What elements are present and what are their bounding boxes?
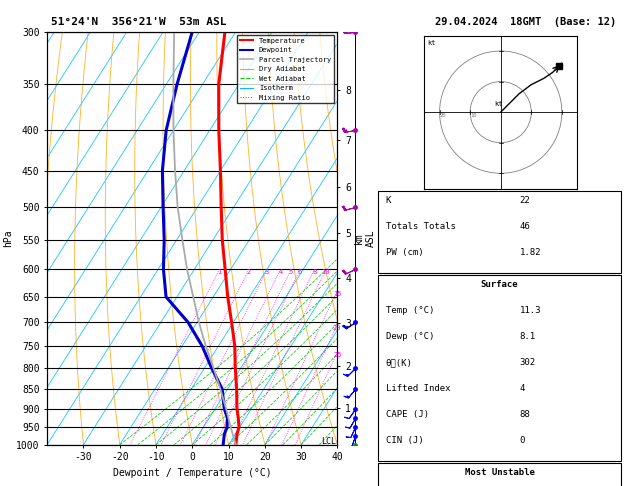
Text: 302: 302 (520, 358, 536, 367)
Text: CIN (J): CIN (J) (386, 436, 423, 445)
X-axis label: Dewpoint / Temperature (°C): Dewpoint / Temperature (°C) (113, 468, 272, 478)
Text: 4: 4 (520, 384, 525, 393)
Text: 46: 46 (520, 222, 530, 231)
Text: 2: 2 (247, 269, 251, 276)
Text: 0: 0 (520, 436, 525, 445)
Text: 10: 10 (321, 269, 330, 276)
Text: 15: 15 (333, 291, 342, 296)
Text: 1.82: 1.82 (520, 248, 541, 257)
Bar (378, 191, 621, 273)
Text: 29.04.2024  18GMT  (Base: 12): 29.04.2024 18GMT (Base: 12) (435, 17, 616, 27)
Legend: Temperature, Dewpoint, Parcel Trajectory, Dry Adiabat, Wet Adiabat, Isotherm, Mi: Temperature, Dewpoint, Parcel Trajectory… (237, 35, 334, 104)
Bar (378, 275, 621, 461)
Text: CAPE (J): CAPE (J) (386, 410, 429, 419)
Text: θᴇ(K): θᴇ(K) (386, 358, 413, 367)
Text: 88: 88 (520, 410, 530, 419)
Text: Lifted Index: Lifted Index (386, 384, 450, 393)
Text: PW (cm): PW (cm) (386, 248, 423, 257)
Text: 3: 3 (265, 269, 269, 276)
Y-axis label: km
ASL: km ASL (353, 229, 376, 247)
Text: Totals Totals: Totals Totals (386, 222, 455, 231)
Text: 25: 25 (333, 352, 342, 358)
Text: Surface: Surface (481, 280, 518, 289)
Bar (378, 463, 621, 486)
Text: LCL: LCL (321, 437, 337, 446)
Text: 51°24'N  356°21'W  53m ASL: 51°24'N 356°21'W 53m ASL (50, 17, 226, 27)
Text: 22: 22 (520, 195, 530, 205)
Y-axis label: hPa: hPa (3, 229, 13, 247)
Text: Dewp (°C): Dewp (°C) (386, 332, 434, 341)
Text: 1: 1 (218, 269, 221, 276)
Text: 5: 5 (289, 269, 293, 276)
Text: 8.1: 8.1 (520, 332, 536, 341)
Text: Temp (°C): Temp (°C) (386, 306, 434, 315)
Text: Most Unstable: Most Unstable (464, 468, 535, 477)
Text: 8: 8 (312, 269, 316, 276)
Text: 11.3: 11.3 (520, 306, 541, 315)
Text: 6: 6 (298, 269, 302, 276)
Text: 4: 4 (278, 269, 282, 276)
Text: K: K (386, 195, 391, 205)
Text: 20: 20 (333, 325, 342, 330)
